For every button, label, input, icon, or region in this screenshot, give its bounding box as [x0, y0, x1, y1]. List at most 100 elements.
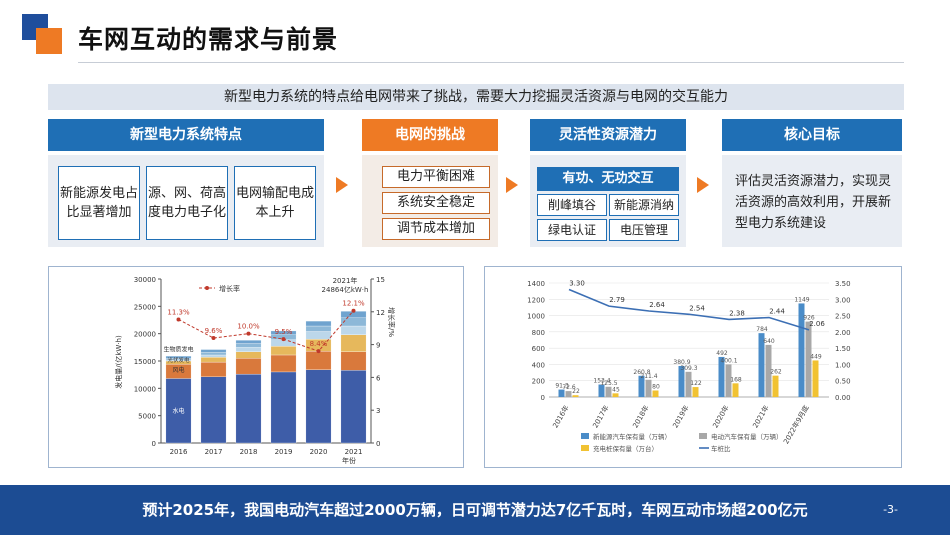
growth-rate-label: 10.0%	[237, 323, 260, 331]
growth-rate-point	[281, 337, 286, 342]
bar-segment	[235, 347, 262, 352]
bar-segment	[270, 371, 297, 444]
x-tick-label: 2017年	[591, 404, 611, 430]
y2-tick-label: 0.50	[835, 378, 851, 386]
bar-value-label: 260.8	[633, 369, 650, 376]
potential-heading: 灵活性资源潜力	[530, 119, 686, 151]
bar-value-label: 309.3	[680, 365, 697, 372]
y-tick-label: 25000	[134, 303, 156, 311]
legend-label: 增长率	[219, 284, 240, 293]
summary-banner: 新型电力系统的特点给电网带来了挑战，需要大力挖掘灵活资源与电网的交互能力	[48, 84, 904, 110]
y2-tick-label: 15	[376, 276, 385, 284]
x-axis-label: 年份	[342, 456, 356, 465]
bar-segment	[340, 351, 367, 371]
bar	[718, 356, 725, 397]
y2-tick-label: 0.00	[835, 394, 851, 402]
y2-axis-label: 增长率/%	[387, 307, 396, 337]
bar-segment	[200, 376, 227, 444]
y2-tick-label: 9	[376, 342, 380, 350]
potential-item: 削峰填谷	[537, 194, 607, 216]
arrow-right-icon	[506, 177, 518, 193]
x-tick-label: 2018	[240, 448, 258, 456]
challenge-item: 电力平衡困难	[382, 166, 490, 188]
y-axis-label: 发电量/(亿kW·h)	[114, 335, 123, 389]
bar-segment	[235, 343, 262, 348]
ratio-label: 2.64	[649, 301, 665, 309]
bar	[612, 393, 619, 397]
generation-chart: 0 5000 10000 15000 20000 25000 30000 0 3 6 9 12 15 发电…	[114, 276, 396, 465]
bar	[652, 390, 659, 397]
bar-segment	[340, 317, 367, 327]
features-heading: 新型电力系统特点	[48, 119, 324, 151]
footer-bar: 预计2025年，我国电动汽车超过2000万辆，日可调节潜力达7亿千瓦时，车网互动…	[0, 485, 950, 535]
y2-tick-label: 2.50	[835, 313, 851, 321]
bar-segment	[200, 349, 227, 353]
y-tick-label: 5000	[138, 413, 156, 421]
bar	[765, 344, 772, 397]
arrow-right-icon	[697, 177, 709, 193]
bar	[798, 303, 805, 397]
growth-rate-label: 11.3%	[167, 308, 190, 316]
x-tick-label: 2021年	[751, 404, 771, 430]
bar	[598, 384, 605, 397]
bar-value-label: 926	[803, 315, 815, 322]
y-tick-label: 800	[532, 329, 545, 337]
x-tick-label: 2022年9月底	[781, 404, 810, 446]
bar	[558, 389, 565, 397]
y-tick-label: 20000	[134, 331, 156, 339]
growth-rate-point	[176, 317, 181, 322]
x-tick-label: 2016	[170, 448, 188, 456]
ev-chart-panel: 0 200 400 600 800 1000 1200 1400 0.00 0.50 1.00 1.5…	[484, 266, 902, 468]
y-tick-label: 200	[532, 378, 545, 386]
inbar-label: 光伏发电	[167, 356, 190, 364]
bar	[812, 360, 819, 397]
bar-value-label: 1149	[794, 296, 809, 303]
page-title: 车网互动的需求与前景	[78, 25, 339, 54]
bar-value-label: 211.4	[640, 373, 657, 380]
title-divider	[78, 62, 904, 63]
feature-item: 新能源发电占比显著增加	[58, 166, 140, 240]
feature-item: 电网输配电成本上升	[234, 166, 316, 240]
annotation: 24864亿kW·h	[322, 285, 369, 294]
challenges-heading: 电网的挑战	[362, 119, 498, 151]
generation-chart-panel: 0 5000 10000 15000 20000 25000 30000 0 3 6 9 12 15 发电…	[48, 266, 464, 468]
bar	[685, 371, 692, 397]
bar-segment	[305, 369, 332, 444]
growth-rate-label: 8.4%	[310, 340, 328, 348]
goal-text: 评估灵活资源潜力，实现灵活资源的高效利用，开展新型电力系统建设	[735, 174, 892, 231]
bar-value-label: 125.5	[600, 380, 617, 387]
bar	[692, 387, 699, 397]
bar-segment	[305, 331, 332, 340]
growth-rate-point	[316, 349, 321, 354]
y2-tick-label: 0	[376, 440, 380, 448]
legend-label: 车桩比	[711, 444, 731, 453]
potential-item: 电压管理	[609, 219, 679, 241]
y-tick-label: 30000	[134, 276, 156, 284]
x-tick-label: 2020年	[711, 404, 731, 430]
feature-item: 源、网、荷高度电力电子化	[146, 166, 228, 240]
bar-segment	[305, 351, 332, 370]
bar-segment	[200, 352, 227, 356]
bar-segment	[235, 351, 262, 359]
bar-segment	[200, 361, 227, 378]
arrow-right-icon	[336, 177, 348, 193]
y2-tick-label: 2.00	[835, 329, 851, 337]
growth-rate-label: 9.6%	[205, 327, 223, 335]
potential-item: 新能源消纳	[609, 194, 679, 216]
x-tick-label: 2019年	[671, 404, 691, 430]
y2-tick-label: 3	[376, 407, 380, 415]
bar	[565, 391, 572, 397]
bar	[772, 375, 779, 397]
bar-segment	[165, 378, 192, 444]
bar	[572, 395, 579, 397]
ratio-label: 2.54	[689, 304, 705, 312]
bar-segment	[340, 334, 367, 352]
inbar-label: 生物质发电	[163, 346, 193, 354]
bar-value-label: 784	[756, 326, 768, 333]
bar-value-label: 400.1	[720, 357, 737, 364]
growth-rate-point	[246, 331, 251, 336]
annotation: 2021年	[333, 276, 358, 285]
legend-marker	[205, 286, 209, 290]
ratio-label: 2.44	[769, 308, 785, 316]
bar	[758, 333, 765, 397]
